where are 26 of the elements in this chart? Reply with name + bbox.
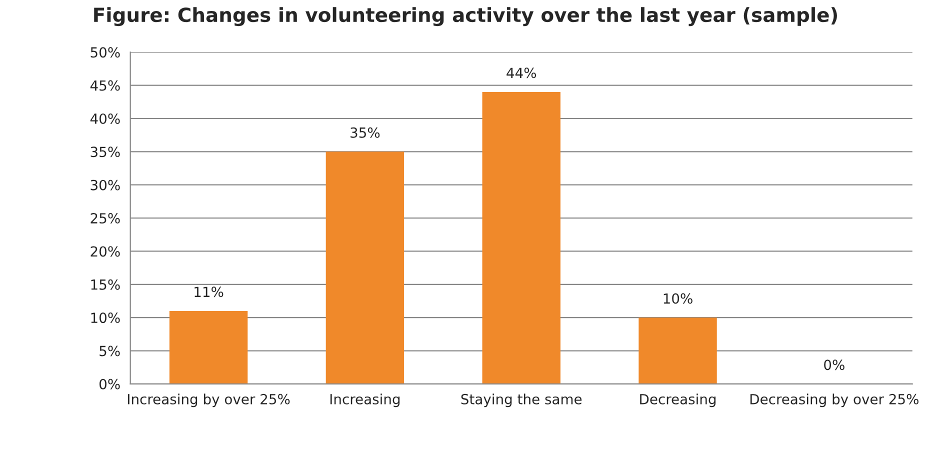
bar: [482, 92, 560, 384]
x-tick-label: Staying the same: [461, 394, 582, 408]
y-tick-label: 25%: [90, 213, 120, 224]
data-label: 0%: [824, 360, 844, 370]
data-label: 11%: [194, 286, 224, 298]
y-tick-label: 45%: [90, 80, 120, 91]
bar: [638, 318, 717, 384]
x-tick-label: Decreasing by over 25%: [750, 394, 918, 408]
x-tick-label: Increasing by over 25%: [128, 394, 290, 408]
y-tick-label: 50%: [90, 47, 120, 58]
bar: [326, 152, 404, 384]
y-tick-label: 30%: [90, 180, 120, 190]
y-tick-label: 0%: [100, 378, 120, 390]
y-tick-label: 15%: [91, 279, 120, 290]
x-tick-label: Increasing: [330, 394, 400, 408]
y-tick-label: 35%: [90, 146, 120, 158]
y-tick-label: 5%: [100, 346, 120, 356]
data-label: 10%: [664, 293, 692, 304]
chart-title: Figure: Changes in volunteering activity over the last year (sample): [94, 7, 837, 26]
bar: [169, 310, 248, 384]
y-tick-label: 10%: [91, 312, 120, 324]
x-tick-label: Decreasing: [640, 394, 716, 408]
y-tick-label: 20%: [90, 246, 120, 257]
data-label: 35%: [350, 127, 380, 138]
data-label: 44%: [506, 68, 536, 78]
y-tick-label: 40%: [90, 113, 120, 124]
